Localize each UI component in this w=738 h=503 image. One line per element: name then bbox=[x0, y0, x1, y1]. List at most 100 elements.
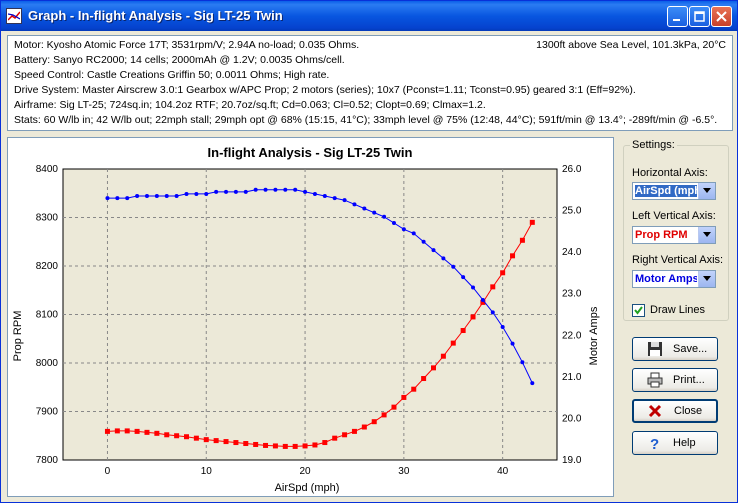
right-tick-label: 19.0 bbox=[562, 455, 582, 466]
chart-svg: In-flight Analysis - Sig LT-25 Twin AirS… bbox=[12, 145, 600, 494]
data-point bbox=[332, 196, 337, 201]
data-point bbox=[303, 189, 308, 194]
data-point bbox=[342, 198, 347, 203]
data-point bbox=[214, 189, 219, 194]
data-point bbox=[253, 441, 259, 447]
data-point bbox=[421, 376, 427, 382]
right-tick-label: 23.0 bbox=[562, 289, 582, 300]
data-point bbox=[421, 239, 426, 244]
data-point bbox=[361, 424, 367, 430]
close-icon bbox=[647, 403, 663, 419]
right-tick-label: 24.0 bbox=[562, 247, 582, 258]
conditions-info: 1300ft above Sea Level, 101.3kPa, 20°C bbox=[536, 39, 726, 51]
data-point bbox=[105, 196, 110, 201]
horizontal-axis-select[interactable]: AirSpd (mph) bbox=[632, 182, 716, 200]
data-point bbox=[322, 440, 328, 446]
data-point bbox=[351, 428, 357, 434]
chart-title: In-flight Analysis - Sig LT-25 Twin bbox=[208, 145, 413, 160]
data-point bbox=[401, 227, 406, 232]
data-point bbox=[312, 442, 318, 448]
data-point bbox=[243, 441, 249, 447]
data-point bbox=[480, 299, 486, 305]
data-point bbox=[204, 191, 209, 196]
data-point bbox=[272, 443, 278, 449]
data-point bbox=[154, 430, 160, 436]
x-axis-label: AirSpd (mph) bbox=[275, 482, 340, 494]
title-bar[interactable]: Graph - In-flight Analysis - Sig LT-25 T… bbox=[1, 1, 737, 31]
data-point bbox=[431, 248, 436, 253]
x-tick-label: 30 bbox=[398, 466, 410, 477]
close-window-button[interactable] bbox=[711, 6, 732, 27]
data-point bbox=[519, 237, 525, 243]
data-point bbox=[174, 194, 179, 199]
maximize-button[interactable] bbox=[689, 6, 710, 27]
data-point bbox=[362, 206, 367, 211]
data-point bbox=[530, 381, 535, 386]
left-axis-select[interactable]: Prop RPM bbox=[632, 226, 716, 244]
help-button[interactable]: ? Help bbox=[632, 431, 718, 455]
x-tick-label: 10 bbox=[201, 466, 213, 477]
window-title: Graph - In-flight Analysis - Sig LT-25 T… bbox=[28, 8, 283, 23]
right-tick-label: 26.0 bbox=[562, 164, 582, 175]
x-tick-label: 40 bbox=[497, 466, 509, 477]
data-point bbox=[124, 428, 130, 434]
right-axis-value: Motor Amps bbox=[635, 273, 697, 285]
data-point bbox=[411, 231, 416, 236]
horizontal-axis-label: Horizontal Axis: bbox=[632, 167, 708, 179]
left-tick-label: 7900 bbox=[36, 407, 59, 418]
print-button[interactable]: Print... bbox=[632, 368, 718, 392]
minimize-button[interactable] bbox=[667, 6, 688, 27]
close-button[interactable]: Close bbox=[632, 399, 718, 423]
chevron-down-icon[interactable] bbox=[698, 227, 715, 243]
data-point bbox=[164, 194, 169, 199]
right-tick-label: 22.0 bbox=[562, 330, 582, 341]
data-point bbox=[450, 340, 456, 346]
data-point bbox=[243, 189, 248, 194]
battery-info: Battery: Sanyo RC2000; 14 cells; 2000mAh… bbox=[14, 54, 345, 66]
data-point bbox=[114, 428, 120, 434]
save-button[interactable]: Save... bbox=[632, 337, 718, 361]
data-point bbox=[391, 404, 397, 410]
right-tick-label: 20.0 bbox=[562, 413, 582, 424]
data-point bbox=[194, 191, 199, 196]
data-point bbox=[193, 435, 199, 441]
data-point bbox=[263, 442, 269, 448]
print-button-label: Print... bbox=[673, 374, 705, 386]
data-point bbox=[164, 432, 170, 438]
data-point bbox=[342, 432, 348, 438]
data-point bbox=[451, 264, 456, 269]
left-tick-label: 7800 bbox=[36, 455, 59, 466]
data-point bbox=[510, 253, 516, 259]
left-tick-label: 8300 bbox=[36, 213, 59, 224]
data-point bbox=[520, 360, 525, 365]
right-axis-setting-label: Right Vertical Axis: bbox=[632, 254, 724, 266]
data-point bbox=[382, 214, 387, 219]
data-point bbox=[184, 191, 189, 196]
right-tick-label: 21.0 bbox=[562, 372, 582, 383]
x-tick-label: 20 bbox=[299, 466, 311, 477]
right-tick-label: 25.0 bbox=[562, 206, 582, 217]
drive-system-info: Drive System: Master Airscrew 3.0:1 Gear… bbox=[14, 84, 636, 96]
chevron-down-icon[interactable] bbox=[698, 271, 715, 287]
svg-text:?: ? bbox=[650, 436, 659, 451]
left-tick-label: 8100 bbox=[36, 310, 59, 321]
right-axis-label: Motor Amps bbox=[588, 306, 600, 365]
app-icon[interactable] bbox=[6, 8, 22, 24]
airframe-info: Airframe: Sig LT-25; 724sq.in; 104.2oz R… bbox=[14, 99, 486, 111]
data-point bbox=[322, 194, 327, 199]
stats-info: Stats: 60 W/lb in; 42 W/lb out; 22mph st… bbox=[14, 114, 718, 126]
data-point bbox=[154, 194, 159, 199]
data-point bbox=[372, 210, 377, 215]
draw-lines-checkbox[interactable] bbox=[632, 304, 645, 317]
data-point bbox=[312, 191, 317, 196]
data-point bbox=[332, 435, 338, 441]
settings-group: Settings: Horizontal Axis: AirSpd (mph) … bbox=[623, 139, 729, 321]
settings-legend: Settings: bbox=[630, 139, 677, 151]
data-point bbox=[135, 194, 140, 199]
data-point bbox=[490, 284, 496, 290]
data-point bbox=[510, 341, 515, 346]
right-axis-select[interactable]: Motor Amps bbox=[632, 270, 716, 288]
chevron-down-icon[interactable] bbox=[698, 183, 715, 199]
data-point bbox=[233, 440, 239, 446]
data-point bbox=[381, 412, 387, 418]
